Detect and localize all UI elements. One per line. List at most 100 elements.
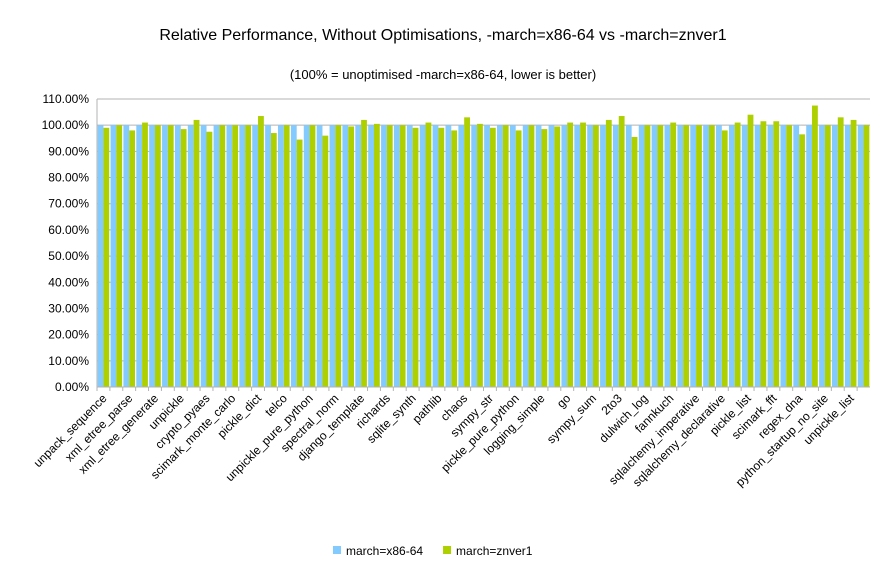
bar: [303, 125, 310, 387]
bar: [239, 125, 246, 387]
bar: [309, 125, 316, 387]
bar: [509, 125, 516, 387]
bar: [831, 125, 838, 387]
bar: [760, 121, 767, 387]
bar: [638, 125, 645, 387]
bar: [97, 125, 104, 387]
bar: [187, 125, 194, 387]
bar: [438, 127, 445, 388]
bar: [329, 125, 336, 387]
bar: [316, 125, 323, 387]
bar: [741, 125, 748, 387]
bar: [696, 125, 702, 387]
bar: [522, 125, 529, 387]
bar: [502, 125, 509, 387]
bar: [528, 125, 535, 387]
bar: [651, 125, 658, 387]
y-tick-label: 40.00%: [48, 275, 89, 289]
bar: [824, 125, 831, 387]
bar: [515, 130, 522, 387]
legend-label: march=x86-64: [346, 544, 423, 558]
bar: [412, 127, 419, 388]
bar: [754, 125, 761, 387]
y-tick-label: 90.00%: [48, 144, 89, 158]
bar: [142, 122, 148, 388]
bar: [355, 125, 362, 387]
bar: [322, 135, 329, 387]
bar: [451, 130, 458, 387]
bar: [154, 125, 161, 387]
chart-subtitle: (100% = unoptimised -march=x86-64, lower…: [290, 67, 596, 82]
bar: [786, 125, 793, 387]
y-tick-label: 30.00%: [48, 301, 89, 315]
legend-label: march=znver1: [456, 544, 533, 558]
y-tick-label: 50.00%: [48, 249, 89, 263]
bar: [677, 125, 684, 387]
bar: [162, 125, 168, 387]
bar: [245, 125, 251, 387]
bar: [226, 125, 233, 387]
bar: [793, 125, 800, 387]
y-tick-label: 80.00%: [48, 171, 89, 185]
bar: [193, 119, 200, 387]
y-tick-label: 70.00%: [48, 197, 89, 211]
bar: [708, 125, 715, 387]
bar: [844, 125, 851, 387]
y-tick-label: 20.00%: [48, 328, 89, 342]
bar: [258, 116, 264, 387]
bar: [348, 126, 355, 387]
bar: [489, 127, 496, 388]
bar: [265, 125, 271, 387]
bar: [600, 125, 606, 387]
bar: [381, 125, 387, 387]
bar: [863, 125, 870, 387]
bar: [290, 125, 297, 387]
bar: [342, 125, 349, 387]
legend-swatch: [443, 546, 452, 554]
bar: [497, 125, 503, 387]
bar: [703, 125, 709, 387]
bar: [747, 114, 754, 387]
bar: [296, 139, 303, 387]
bar: [554, 126, 561, 387]
bar: [644, 125, 651, 387]
bar: [206, 131, 213, 387]
bar: [361, 119, 367, 387]
bar: [252, 125, 259, 387]
bar: [625, 125, 632, 387]
bar: [561, 125, 568, 387]
bar: [541, 129, 548, 388]
bar: [136, 125, 143, 387]
bar: [548, 125, 555, 387]
bar: [270, 133, 277, 387]
bar: [471, 125, 478, 387]
chart-title: Relative Performance, Without Optimisati…: [159, 27, 726, 44]
bar: [129, 130, 136, 387]
y-tick-label: 10.00%: [48, 354, 89, 368]
bar: [200, 125, 207, 387]
bar: [174, 125, 181, 387]
bar: [734, 122, 741, 388]
bar: [167, 125, 174, 387]
x-tick-label: pathlib: [410, 391, 445, 426]
bar: [773, 121, 780, 387]
y-tick-label: 0.00%: [55, 380, 89, 394]
bar: [780, 125, 787, 387]
bar: [567, 122, 574, 388]
bar: [574, 125, 581, 387]
bar: [812, 105, 818, 387]
bar: [464, 117, 470, 387]
bar: [593, 125, 599, 387]
bar: [618, 116, 625, 387]
bar: [728, 125, 735, 387]
bar: [664, 125, 671, 387]
bar: [103, 127, 110, 388]
bar: [219, 125, 226, 387]
bar: [278, 125, 284, 387]
bar: [335, 125, 342, 387]
bar: [283, 125, 290, 387]
bar: [850, 119, 857, 387]
bar: [799, 134, 805, 387]
bar: [657, 125, 664, 387]
